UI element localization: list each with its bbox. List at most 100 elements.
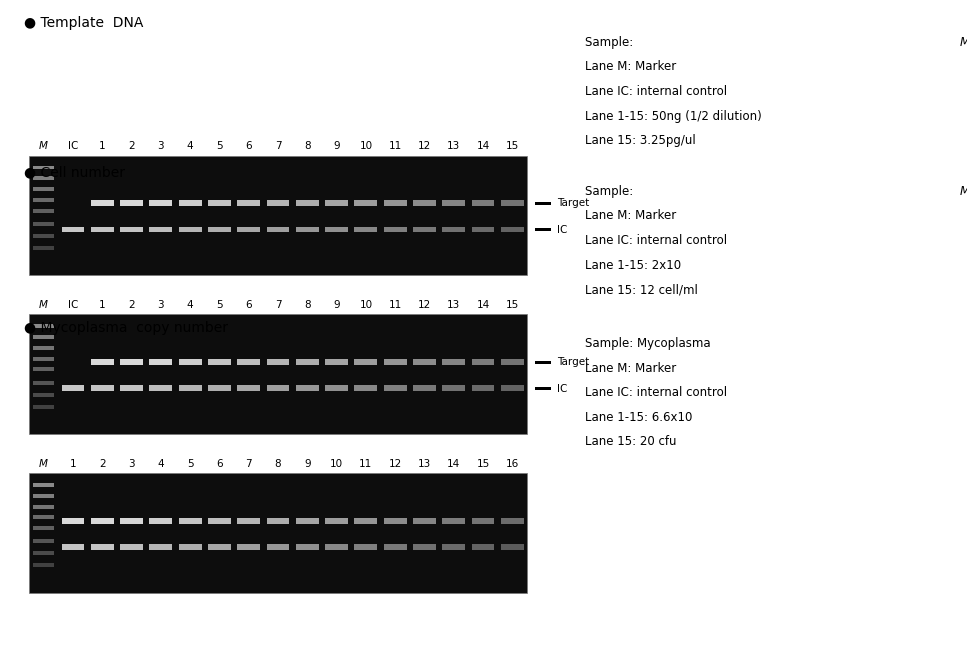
Bar (120, 544, 143, 550)
Text: ● Cell number: ● Cell number (24, 165, 125, 179)
Text: Lane 1-15: 6.6x10: Lane 1-15: 6.6x10 (585, 411, 692, 424)
Bar (33, 563, 54, 567)
Bar (325, 359, 348, 365)
Bar (120, 359, 143, 365)
Text: 13: 13 (447, 141, 460, 151)
Bar (325, 544, 348, 550)
Bar (120, 227, 143, 233)
Bar (501, 518, 524, 524)
Text: Lane 15: 3.25pg/ul: Lane 15: 3.25pg/ul (585, 134, 696, 147)
Bar (33, 551, 54, 555)
Text: 1: 1 (99, 141, 105, 151)
Bar (91, 386, 114, 391)
Bar (33, 346, 54, 350)
Text: Lane 1-15: 50ng (1/2 dilution): Lane 1-15: 50ng (1/2 dilution) (585, 110, 762, 122)
Bar (267, 518, 289, 524)
Text: Lane M: Marker: Lane M: Marker (585, 60, 676, 73)
Text: 3: 3 (158, 141, 164, 151)
Bar (325, 227, 348, 233)
Bar (29, 473, 527, 593)
Bar (179, 518, 201, 524)
Bar (442, 227, 465, 233)
Bar (442, 200, 465, 206)
Text: Lane 1-15: 2x10: Lane 1-15: 2x10 (585, 259, 681, 272)
Text: 6: 6 (216, 459, 222, 469)
Bar (150, 544, 172, 550)
Text: Target: Target (557, 198, 589, 209)
Bar (355, 386, 377, 391)
Bar (296, 200, 319, 206)
Bar (267, 386, 289, 391)
Text: IC: IC (557, 384, 568, 393)
Bar (267, 227, 289, 233)
Text: M. fermentans: M. fermentans (960, 185, 967, 198)
Bar (33, 222, 54, 226)
Bar (296, 359, 319, 365)
Bar (501, 544, 524, 550)
Bar (535, 388, 551, 390)
Bar (325, 386, 348, 391)
Bar (237, 227, 260, 233)
Bar (413, 518, 436, 524)
Text: 5: 5 (187, 459, 193, 469)
Bar (325, 200, 348, 206)
Bar (237, 200, 260, 206)
Bar (237, 359, 260, 365)
Text: 15: 15 (506, 300, 519, 310)
Bar (267, 544, 289, 550)
Text: 6: 6 (246, 300, 252, 310)
Text: 2: 2 (129, 300, 134, 310)
Bar (33, 404, 54, 408)
Bar (33, 505, 54, 509)
Bar (208, 518, 231, 524)
Text: 10: 10 (330, 459, 343, 469)
Bar (208, 544, 231, 550)
Bar (472, 386, 494, 391)
Bar (296, 518, 319, 524)
Text: 7: 7 (275, 141, 281, 151)
Text: M: M (39, 141, 48, 151)
Bar (208, 200, 231, 206)
Text: 11: 11 (360, 459, 372, 469)
Text: 14: 14 (447, 459, 460, 469)
Bar (33, 380, 54, 384)
Text: 2: 2 (99, 459, 105, 469)
Bar (237, 518, 260, 524)
Bar (413, 227, 436, 233)
Text: 15: 15 (477, 459, 489, 469)
Bar (33, 176, 54, 180)
Bar (267, 200, 289, 206)
Bar (535, 202, 551, 205)
Bar (501, 386, 524, 391)
Bar (91, 544, 114, 550)
Text: 10: 10 (360, 141, 372, 151)
Text: 16: 16 (506, 459, 519, 469)
Bar (325, 518, 348, 524)
Bar (355, 544, 377, 550)
Bar (267, 359, 289, 365)
Bar (384, 227, 406, 233)
Bar (33, 494, 54, 498)
Text: Lane M: Marker: Lane M: Marker (585, 209, 676, 222)
Bar (150, 359, 172, 365)
Bar (384, 359, 406, 365)
Text: 9: 9 (334, 141, 340, 151)
Text: 12: 12 (418, 141, 431, 151)
Text: 13: 13 (418, 459, 431, 469)
Text: M. fermentans: M. fermentans (960, 36, 967, 49)
Text: ● Mycoplasma  copy number: ● Mycoplasma copy number (24, 321, 228, 335)
Bar (355, 227, 377, 233)
Text: 3: 3 (158, 300, 164, 310)
Bar (33, 209, 54, 213)
Bar (355, 200, 377, 206)
Bar (296, 544, 319, 550)
Text: 8: 8 (275, 459, 281, 469)
Bar (296, 386, 319, 391)
Bar (120, 386, 143, 391)
Bar (413, 359, 436, 365)
Text: 2: 2 (129, 141, 134, 151)
Bar (237, 544, 260, 550)
Text: 5: 5 (216, 300, 222, 310)
Text: 4: 4 (187, 141, 193, 151)
Text: M: M (39, 459, 48, 469)
